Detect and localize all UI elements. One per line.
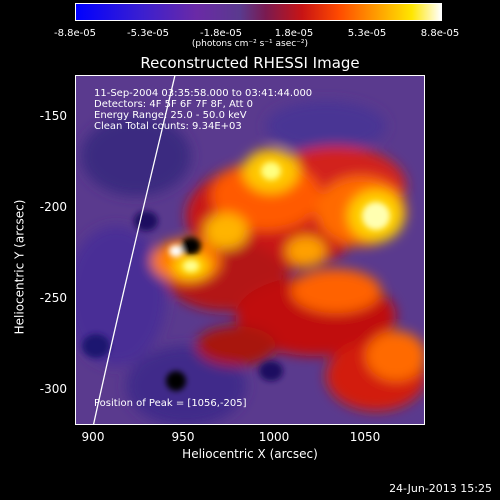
y-tick-label: -250 [39,291,67,305]
y-tick-label: -200 [39,200,67,214]
rhessi-image: 11-Sep-2004 03:35:58.000 to 03:41:44.000… [75,75,425,425]
info-energy: Energy Range: 25.0 - 50.0 keV [94,110,247,121]
colorbar-tick: 5.3e-05 [347,28,387,39]
image-field [76,76,424,424]
colorbar-tick: -8.8e-05 [54,28,96,39]
colorbar-tick: 1.8e-05 [274,28,314,39]
bright-cores [82,162,390,391]
emission-field [76,101,424,424]
info-time: 11-Sep-2004 03:35:58.000 to 03:41:44.000 [94,88,313,99]
x-tick-label: 1000 [258,430,290,444]
x-tick-label: 1050 [349,430,381,444]
x-tick-label: 900 [81,430,105,444]
colorbar-tick: -5.3e-05 [127,28,169,39]
y-tick-label: -300 [39,382,67,396]
solar-limb [92,76,176,424]
colorbar [75,3,442,21]
info-clean: Clean Total counts: 9.34E+03 [94,121,242,132]
colorbar-tick: -1.8e-05 [200,28,242,39]
y-tick-label: -150 [39,109,67,123]
x-tick-label: 950 [171,430,195,444]
colorbar-tick: 8.8e-05 [420,28,460,39]
timestamp: 24-Jun-2013 15:25 [389,482,492,495]
info-peak: Position of Peak = [1056,-205] [94,398,247,409]
x-axis-label: Heliocentric X (arcsec) [182,447,318,461]
colorbar-units: (photons cm⁻² s⁻¹ asec⁻²) [191,39,309,49]
y-axis-label: Heliocentric Y (arcsec) [12,199,27,335]
info-detectors: Detectors: 4F 5F 6F 7F 8F, Att 0 [94,99,254,110]
plot-title: Reconstructed RHESSI Image [140,54,360,72]
